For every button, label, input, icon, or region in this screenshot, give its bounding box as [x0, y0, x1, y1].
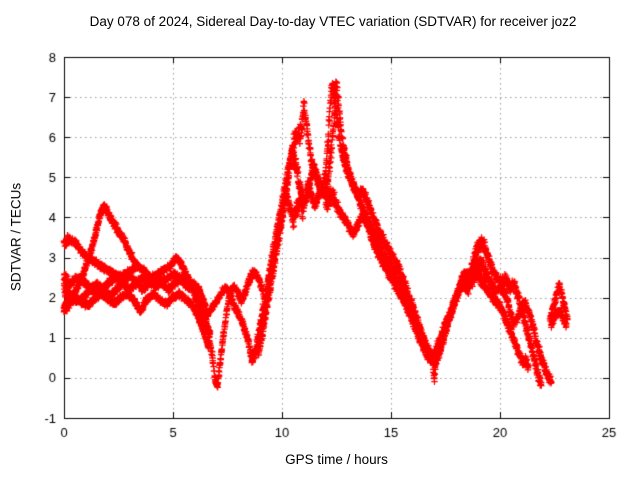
x-axis-label: GPS time / hours	[285, 452, 388, 467]
y-axis-label: SDTVAR / TECUs	[8, 182, 24, 292]
chart-title: Day 078 of 2024, Sidereal Day-to-day VTE…	[89, 14, 577, 29]
